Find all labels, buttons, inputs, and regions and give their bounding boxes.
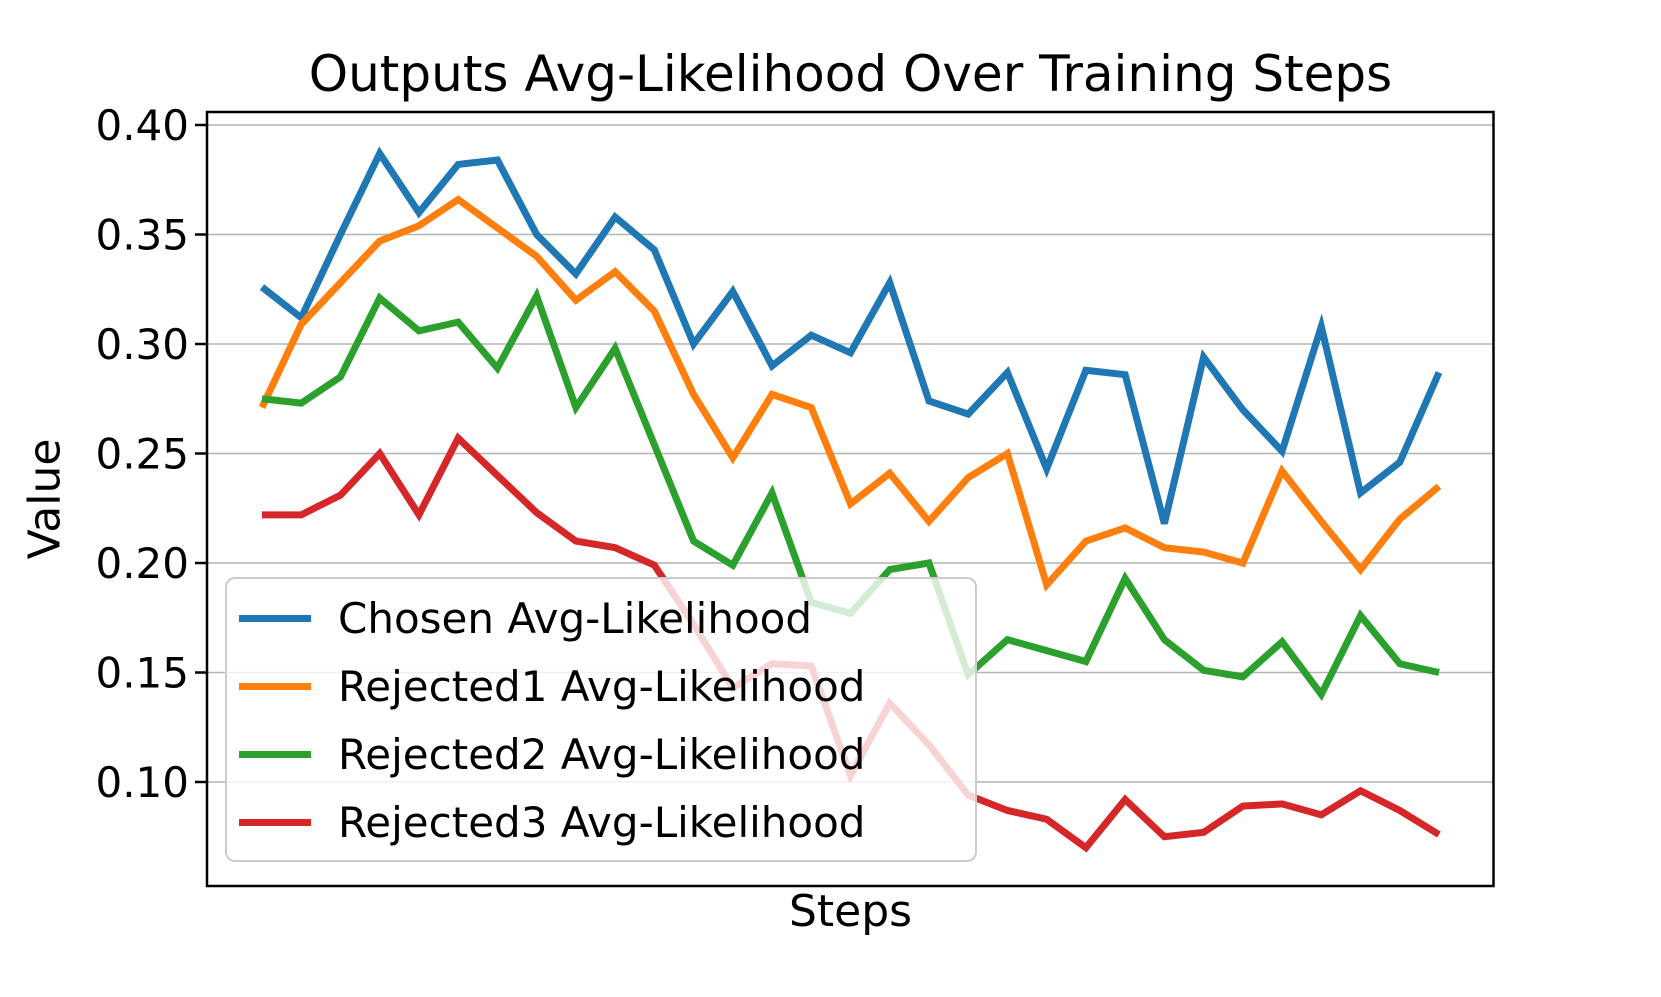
legend-line-swatch [239, 682, 311, 690]
y-tick-label: 0.10 [95, 758, 189, 807]
legend-item-label: Chosen Avg-Likelihood [338, 593, 813, 643]
y-tick-label: 0.35 [95, 211, 189, 260]
legend-item: Rejected1 Avg-Likelihood [227, 652, 975, 720]
series-line-2 [258, 195, 1442, 592]
legend-line-swatch [239, 614, 311, 622]
legend-item-label: Rejected1 Avg-Likelihood [338, 661, 866, 711]
legend: Chosen Avg-Likelihood Rejected1 Avg-Likel… [225, 577, 977, 862]
legend-item-label: Rejected3 Avg-Likelihood [338, 797, 866, 847]
y-tick-label: 0.25 [95, 430, 189, 479]
legend-item-label: Rejected2 Avg-Likelihood [338, 729, 866, 779]
series-line-1 [259, 146, 1443, 525]
chart-title: Outputs Avg-Likelihood Over Training Ste… [308, 45, 1393, 103]
legend-item: Rejected2 Avg-Likelihood [227, 720, 975, 788]
legend-item: Rejected3 Avg-Likelihood [227, 788, 975, 856]
legend-item: Chosen Avg-Likelihood [227, 584, 975, 652]
axes-frame [205, 110, 1495, 888]
y-tick-label: 0.30 [95, 320, 189, 369]
y-tick-label: 0.15 [95, 649, 189, 698]
legend-line-swatch [239, 818, 311, 826]
x-axis-label: Steps [788, 886, 913, 937]
y-axis-label-text: Value [19, 438, 71, 560]
y-tick-label: 0.40 [95, 101, 189, 150]
legend-line-swatch [239, 750, 311, 758]
y-tick-label: 0.20 [95, 539, 189, 588]
